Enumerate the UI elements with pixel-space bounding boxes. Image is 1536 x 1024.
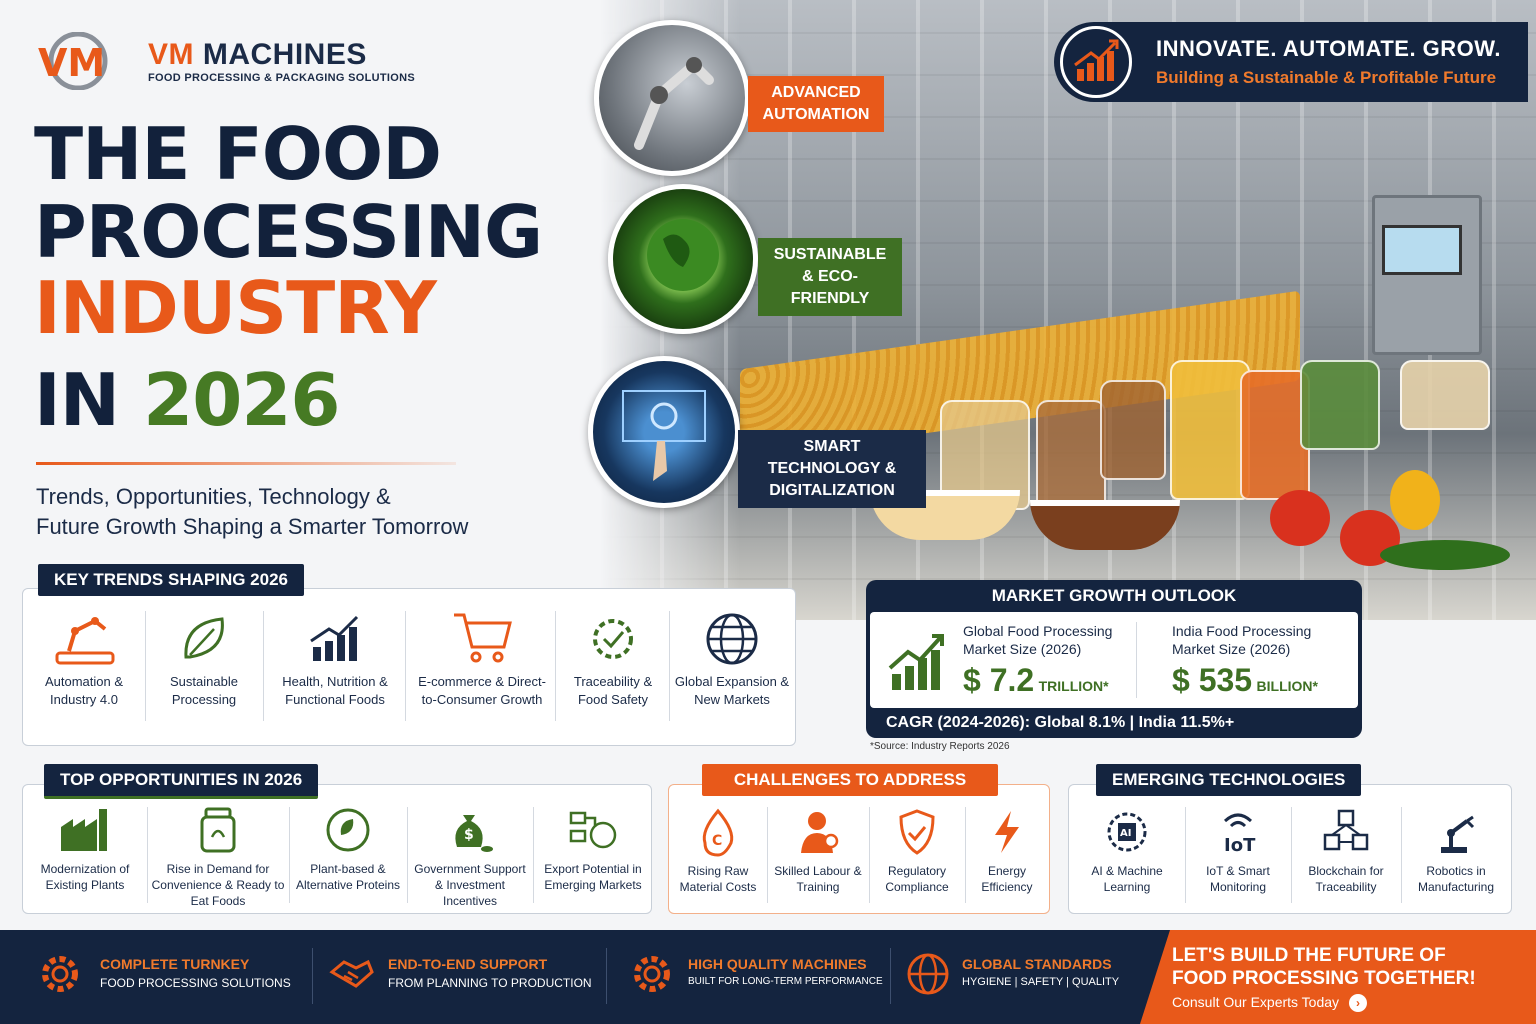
cta-panel — [1140, 930, 1536, 1024]
brand-name[interactable]: VM MACHINES — [148, 38, 367, 71]
subtitle: Trends, Opportunities, Technology & Futu… — [36, 484, 469, 539]
headline-line-3: INDUSTRY — [34, 266, 437, 350]
money-bag-icon: $ — [455, 815, 493, 852]
opportunities-card: Modernization of Existing Plants Rise in… — [22, 784, 652, 914]
challenge-energy: Energy Efficiency — [967, 807, 1047, 895]
banner-subtitle: Building a Sustainable & Profitable Futu… — [1156, 68, 1497, 87]
leaf-icon — [184, 617, 224, 659]
opportunity-plant-based: Plant-based & Alternative Proteins — [293, 805, 403, 893]
worker-icon — [801, 812, 839, 853]
robot-arm-icon — [55, 617, 115, 665]
svg-text:C: C — [712, 833, 722, 849]
key-trends-title: KEY TRENDS SHAPING 2026 — [38, 564, 304, 596]
export-globe-icon — [569, 811, 617, 849]
tech-ai: AI AI & Machine Learning — [1071, 807, 1183, 895]
headline-year: 2026 — [143, 358, 340, 442]
challenge-raw-material: C Rising Raw Material Costs — [671, 807, 765, 895]
handshake-icon — [329, 959, 374, 988]
trend-traceability: Traceability & Food Safety — [559, 611, 667, 709]
eco-globe-image — [608, 184, 758, 334]
growth-chart-icon — [310, 615, 359, 661]
trend-automation: Automation & Industry 4.0 — [27, 611, 141, 709]
challenge-regulatory: Regulatory Compliance — [871, 807, 963, 895]
emerging-card: AI AI & Machine Learning IoT IoT & Smart… — [1068, 784, 1512, 914]
slogan-banner — [1054, 22, 1528, 102]
arrow-right-icon[interactable]: › — [1348, 994, 1367, 1012]
lightning-icon — [995, 811, 1019, 853]
tag-sustainable: SUSTAINABLE & ECO-FRIENDLY — [758, 238, 902, 316]
cart-icon — [454, 613, 512, 663]
factory-icon — [61, 809, 107, 851]
tech-robotics: Robotics in Manufacturing — [1403, 807, 1509, 895]
global-market-label: Global Food Processing Market Size (2026… — [963, 623, 1113, 657]
headline-line-1: THE FOOD — [34, 112, 442, 196]
svg-text:VM: VM — [38, 41, 105, 85]
headline-line-2: PROCESSING — [34, 190, 543, 274]
cagr-text: CAGR (2024-2026): Global 8.1% | India 11… — [886, 714, 1235, 731]
challenge-skilled-labour: Skilled Labour & Training — [769, 807, 867, 895]
trend-health: Health, Nutrition & Functional Foods — [267, 611, 403, 709]
opportunity-export: Export Potential in Emerging Markets — [537, 805, 649, 893]
gear-icon — [42, 956, 78, 992]
ai-chip-icon: AI — [1107, 812, 1147, 852]
trend-sustainable: Sustainable Processing — [149, 611, 259, 709]
control-screen-image — [1382, 225, 1462, 275]
headline-line-4: IN 2026 — [34, 358, 341, 442]
tag-smart-technology: SMART TECHNOLOGY & DIGITALIZATION — [738, 430, 926, 508]
food-products-image — [870, 360, 1510, 570]
cta-headline: LET'S BUILD THE FUTURE OF FOOD PROCESSIN… — [1172, 945, 1476, 989]
iot-icon: IoT — [1223, 813, 1256, 856]
svg-text:IoT: IoT — [1224, 835, 1256, 856]
banner-title: INNOVATE. AUTOMATE. GROW. — [1156, 36, 1501, 61]
gear-icon — [634, 956, 670, 992]
trend-global: Global Expansion & New Markets — [673, 611, 791, 709]
control-panel-image — [1372, 195, 1482, 355]
svg-text:AI: AI — [1120, 828, 1131, 839]
source-note: *Source: Industry Reports 2026 — [870, 741, 1010, 752]
cost-drop-icon: C — [702, 808, 734, 857]
global-market-value: $ 7.2 TRILLION* — [963, 662, 1109, 698]
robot-icon — [1441, 815, 1475, 853]
svg-text:$: $ — [464, 827, 474, 843]
growth-chart-icon — [1060, 26, 1132, 98]
tag-advanced-automation: ADVANCED AUTOMATION — [748, 76, 884, 132]
blockchain-icon — [1323, 809, 1369, 851]
shield-check-icon — [899, 809, 935, 855]
globe-icon — [706, 613, 758, 665]
key-trends-card: Automation & Industry 4.0 Sustainable Pr… — [22, 588, 796, 746]
globe-icon — [907, 953, 949, 995]
india-market-value: $ 535 BILLION* — [1172, 662, 1318, 698]
brand-tagline: FOOD PROCESSING & PACKAGING SOLUTIONS — [148, 72, 415, 84]
trend-ecommerce: E-commerce & Direct-to-Consumer Growth — [411, 609, 553, 709]
emerging-title: EMERGING TECHNOLOGIES — [1096, 764, 1362, 796]
smart-tech-image — [588, 356, 740, 508]
jar-icon — [200, 807, 236, 853]
challenges-card: C Rising Raw Material Costs Skilled Labo… — [668, 784, 1050, 914]
india-market-label: India Food Processing Market Size (2026) — [1172, 623, 1312, 657]
growth-chart-icon — [888, 634, 944, 690]
market-stats: Global Food Processing Market Size (2026… — [870, 612, 1358, 708]
opportunity-convenience: Rise in Demand for Convenience & Ready t… — [151, 805, 285, 909]
opportunity-modernization: Modernization of Existing Plants — [27, 805, 143, 893]
cta-link[interactable]: Consult Our Experts Today › — [1172, 994, 1367, 1012]
opportunity-government: $ Government Support & Investment Incent… — [411, 805, 529, 909]
gear-check-icon — [593, 619, 633, 659]
tech-blockchain: Blockchain for Traceability — [1293, 807, 1399, 895]
vm-logo-icon: VM — [38, 32, 108, 90]
plant-globe-icon — [326, 808, 370, 852]
headline-divider — [36, 462, 456, 465]
market-growth-title: MARKET GROWTH OUTLOOK — [991, 586, 1237, 605]
automation-image — [594, 20, 750, 176]
opportunities-title: TOP OPPORTUNITIES IN 2026 — [44, 764, 319, 799]
challenges-title: CHALLENGES TO ADDRESS — [702, 764, 998, 796]
tech-iot: IoT IoT & Smart Monitoring — [1187, 807, 1289, 895]
